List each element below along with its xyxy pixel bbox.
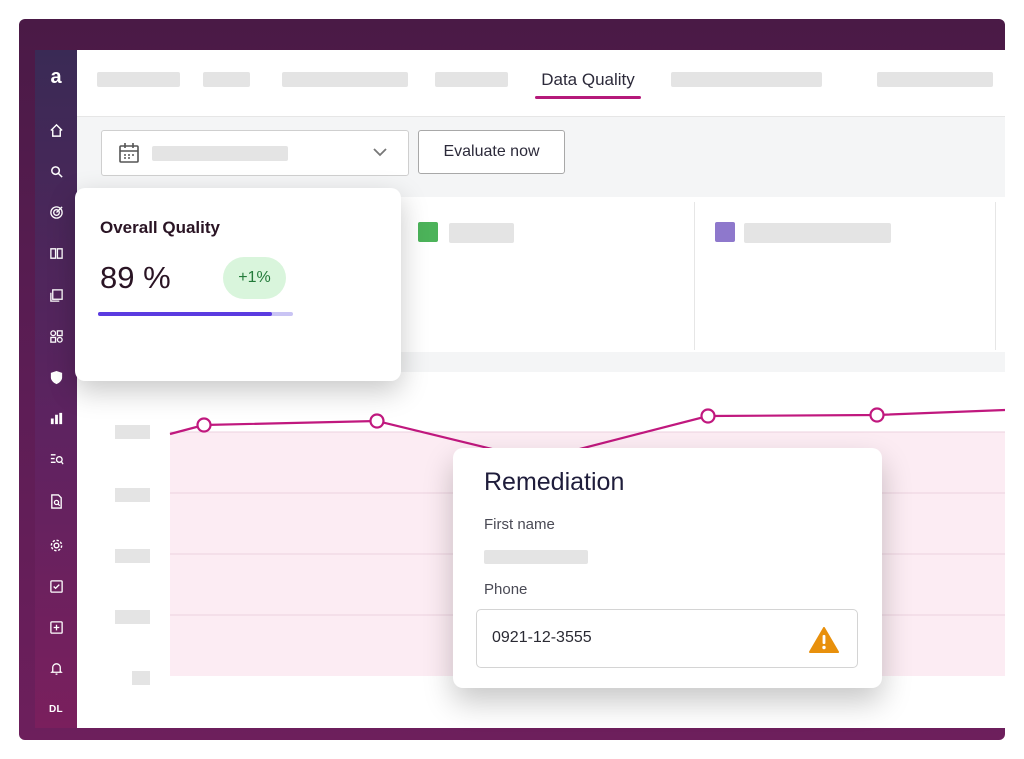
data-point (196, 417, 212, 433)
data-point (700, 408, 716, 424)
evaluate-now-button[interactable]: Evaluate now (418, 130, 565, 174)
y-tick-placeholder (115, 425, 150, 439)
date-range-select[interactable] (101, 130, 409, 176)
phone-input[interactable]: 0921-12-3555 (476, 609, 858, 668)
date-range-placeholder (152, 146, 288, 161)
phone-value: 0921-12-3555 (492, 629, 592, 646)
top-nav: Data Quality (77, 50, 1005, 117)
sidebar: a DL (35, 50, 77, 728)
search-icon[interactable] (35, 160, 77, 182)
overall-quality-value: 89 % (100, 260, 171, 295)
y-tick-placeholder (132, 671, 150, 685)
active-tab-indicator (535, 96, 641, 99)
home-icon[interactable] (35, 119, 77, 141)
quality-progress-bar (98, 312, 293, 316)
app-logo[interactable]: a (50, 65, 62, 88)
bell-icon[interactable] (35, 657, 77, 679)
y-tick-placeholder (115, 488, 150, 502)
tab-placeholder[interactable] (203, 72, 250, 87)
legend-label-placeholder (744, 223, 891, 243)
remediation-title: Remediation (484, 468, 625, 496)
first-name-placeholder[interactable] (484, 550, 588, 564)
gear-icon[interactable] (35, 534, 77, 556)
quality-progress-fill (98, 312, 272, 316)
documents-icon[interactable] (35, 284, 77, 306)
report-search-icon[interactable] (35, 490, 77, 512)
chevron-down-icon (373, 148, 387, 157)
tab-data-quality[interactable]: Data Quality (541, 70, 635, 89)
tab-placeholder[interactable] (97, 72, 180, 87)
overall-quality-title: Overall Quality (100, 218, 220, 237)
legend-label-placeholder (449, 223, 514, 243)
book-icon[interactable] (35, 242, 77, 264)
legend-divider (995, 202, 996, 350)
add-box-icon[interactable] (35, 616, 77, 638)
data-point (369, 413, 385, 429)
change-badge: +1% (223, 257, 286, 299)
y-tick-placeholder (115, 549, 150, 563)
calendar-icon (119, 143, 139, 163)
phone-label: Phone (484, 581, 528, 598)
tab-placeholder[interactable] (435, 72, 508, 87)
shield-icon[interactable] (35, 366, 77, 388)
query-icon[interactable] (35, 448, 77, 470)
remediation-card: Remediation First name Phone 0921-12-355… (453, 448, 882, 688)
tab-placeholder[interactable] (671, 72, 822, 87)
tab-placeholder[interactable] (877, 72, 993, 87)
warning-icon (809, 627, 839, 653)
overall-quality-card: Overall Quality 89 % +1% (75, 188, 401, 381)
legend-divider (694, 202, 695, 350)
data-point (869, 407, 885, 423)
target-icon[interactable] (35, 201, 77, 223)
y-tick-placeholder (115, 610, 150, 624)
first-name-label: First name (484, 516, 555, 533)
bar-chart-icon[interactable] (35, 407, 77, 429)
checkbox-icon[interactable] (35, 575, 77, 597)
legend-swatch-purple (715, 222, 735, 242)
shapes-icon[interactable] (35, 325, 77, 347)
legend-swatch-green (418, 222, 438, 242)
tab-placeholder[interactable] (282, 72, 408, 87)
user-avatar[interactable]: DL (49, 703, 63, 715)
